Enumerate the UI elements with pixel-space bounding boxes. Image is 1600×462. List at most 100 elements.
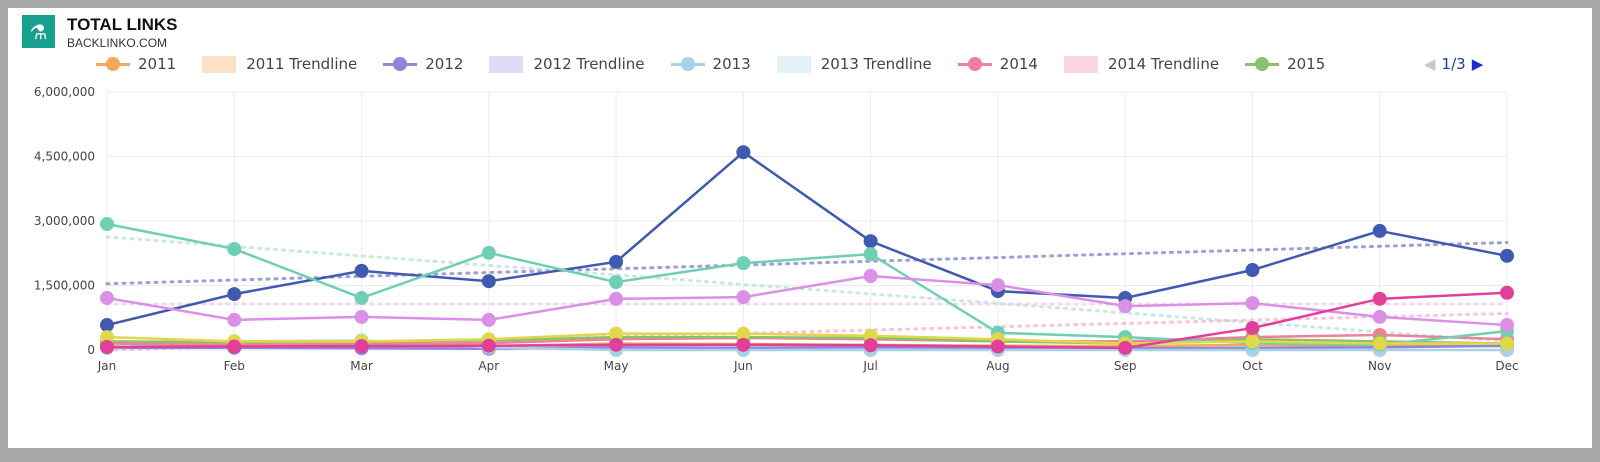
data-point	[736, 326, 751, 341]
data-point	[227, 339, 242, 354]
x-tick-label: Dec	[1495, 359, 1518, 373]
x-tick-label: Jul	[862, 359, 877, 373]
x-tick-label: Sep	[1114, 359, 1137, 373]
data-point	[990, 278, 1005, 293]
prev-page-icon[interactable]: ◀	[1424, 55, 1436, 73]
y-tick-label: 4,500,000	[34, 150, 95, 164]
data-point	[100, 330, 114, 345]
legend-label: 2011	[138, 55, 177, 73]
data-point	[1118, 340, 1133, 355]
page-indicator: 1/3	[1441, 55, 1466, 73]
x-tick-label: Oct	[1242, 359, 1263, 373]
data-point	[609, 337, 624, 352]
series-line	[106, 150, 1508, 327]
legend-swatch	[957, 56, 992, 71]
chart-title: TOTAL LINKS	[67, 15, 178, 34]
series-line	[106, 291, 1508, 350]
data-point	[863, 247, 878, 262]
legend-item[interactable]: 2015	[1245, 55, 1325, 73]
legend-pager: ◀ 1/3 ▶	[1424, 55, 1483, 73]
legend-swatch	[670, 56, 705, 71]
data-point	[1245, 334, 1260, 349]
next-page-icon[interactable]: ▶	[1471, 55, 1484, 73]
data-point	[863, 269, 878, 284]
microscope-icon: ⚗	[22, 15, 55, 48]
data-point	[1245, 296, 1260, 311]
legend-swatch	[1245, 56, 1280, 71]
data-point	[609, 275, 624, 290]
data-point	[100, 318, 114, 333]
legend-label: 2011 Trendline	[246, 55, 358, 73]
data-point	[100, 290, 114, 305]
x-tick-label: Jan	[97, 359, 117, 373]
data-point	[863, 338, 878, 353]
data-point	[1245, 321, 1260, 336]
legend-item[interactable]: 2011 Trendline	[202, 55, 357, 73]
data-point	[609, 291, 624, 306]
y-tick-label: 6,000,000	[34, 85, 95, 99]
data-point	[100, 217, 114, 232]
x-tick-label: May	[604, 359, 629, 373]
x-tick-label: Nov	[1368, 359, 1391, 373]
x-tick-label: Aug	[986, 359, 1009, 373]
data-point	[481, 338, 496, 353]
legend-swatch	[776, 55, 811, 73]
series-line	[107, 344, 1508, 350]
data-point	[990, 339, 1005, 354]
chart-subtitle: BACKLINKO.COM	[67, 36, 168, 50]
data-point	[1372, 336, 1387, 351]
legend-swatch	[96, 56, 130, 71]
legend-item[interactable]: 2013	[670, 55, 751, 73]
trendline	[105, 241, 1509, 286]
data-point	[1118, 299, 1133, 314]
x-tick-label: Jun	[733, 359, 753, 373]
legend-item[interactable]: 2011	[96, 55, 176, 73]
legend-swatch	[489, 55, 524, 73]
legend-item[interactable]: 2013 Trendline	[776, 55, 932, 73]
y-tick-label: 3,000,000	[34, 214, 95, 228]
data-point	[481, 245, 496, 260]
legend: 2011 2011 Trendline 2012 2012 Trendline 2013…	[96, 55, 1351, 73]
legend-label: 2014	[999, 55, 1038, 73]
series-line	[106, 274, 1508, 327]
data-point	[354, 290, 369, 305]
data-point	[736, 290, 751, 305]
data-point	[481, 274, 496, 289]
series-line	[106, 222, 1508, 347]
data-point	[481, 312, 496, 327]
data-point	[354, 339, 369, 354]
legend-item[interactable]: 2012 Trendline	[489, 55, 645, 73]
data-point	[227, 241, 242, 256]
data-point	[354, 263, 369, 278]
legend-item[interactable]: 2014 Trendline	[1063, 55, 1220, 73]
series-line	[106, 332, 1507, 345]
x-tick-label: Feb	[224, 359, 245, 373]
trendline	[105, 235, 1509, 343]
data-point	[1500, 248, 1514, 263]
legend-label: 2012	[425, 55, 464, 73]
data-point	[100, 339, 114, 354]
legend-label: 2015	[1287, 55, 1326, 73]
legend-label: 2013 Trendline	[820, 55, 932, 73]
legend-item[interactable]: 2012	[383, 55, 463, 73]
y-tick-label: 0	[87, 343, 95, 357]
data-point	[609, 326, 624, 341]
legend-swatch	[202, 55, 237, 73]
data-point	[227, 312, 242, 327]
data-point	[1245, 263, 1260, 278]
data-point	[227, 287, 242, 302]
legend-swatch	[1063, 55, 1098, 73]
data-point	[736, 337, 751, 352]
chart-card: ⚗ TOTAL LINKS BACKLINKO.COM	[8, 8, 1592, 448]
y-tick-label: 1,500,000	[34, 279, 95, 293]
data-point	[354, 309, 369, 324]
legend-label: 2014 Trendline	[1107, 55, 1220, 73]
x-tick-label: Apr	[478, 359, 499, 373]
legend-item[interactable]: 2014	[957, 55, 1038, 73]
x-tick-label: Mar	[350, 359, 373, 373]
data-point	[736, 256, 751, 271]
data-point	[1500, 336, 1514, 351]
data-point	[609, 254, 624, 269]
data-point	[1372, 291, 1387, 306]
